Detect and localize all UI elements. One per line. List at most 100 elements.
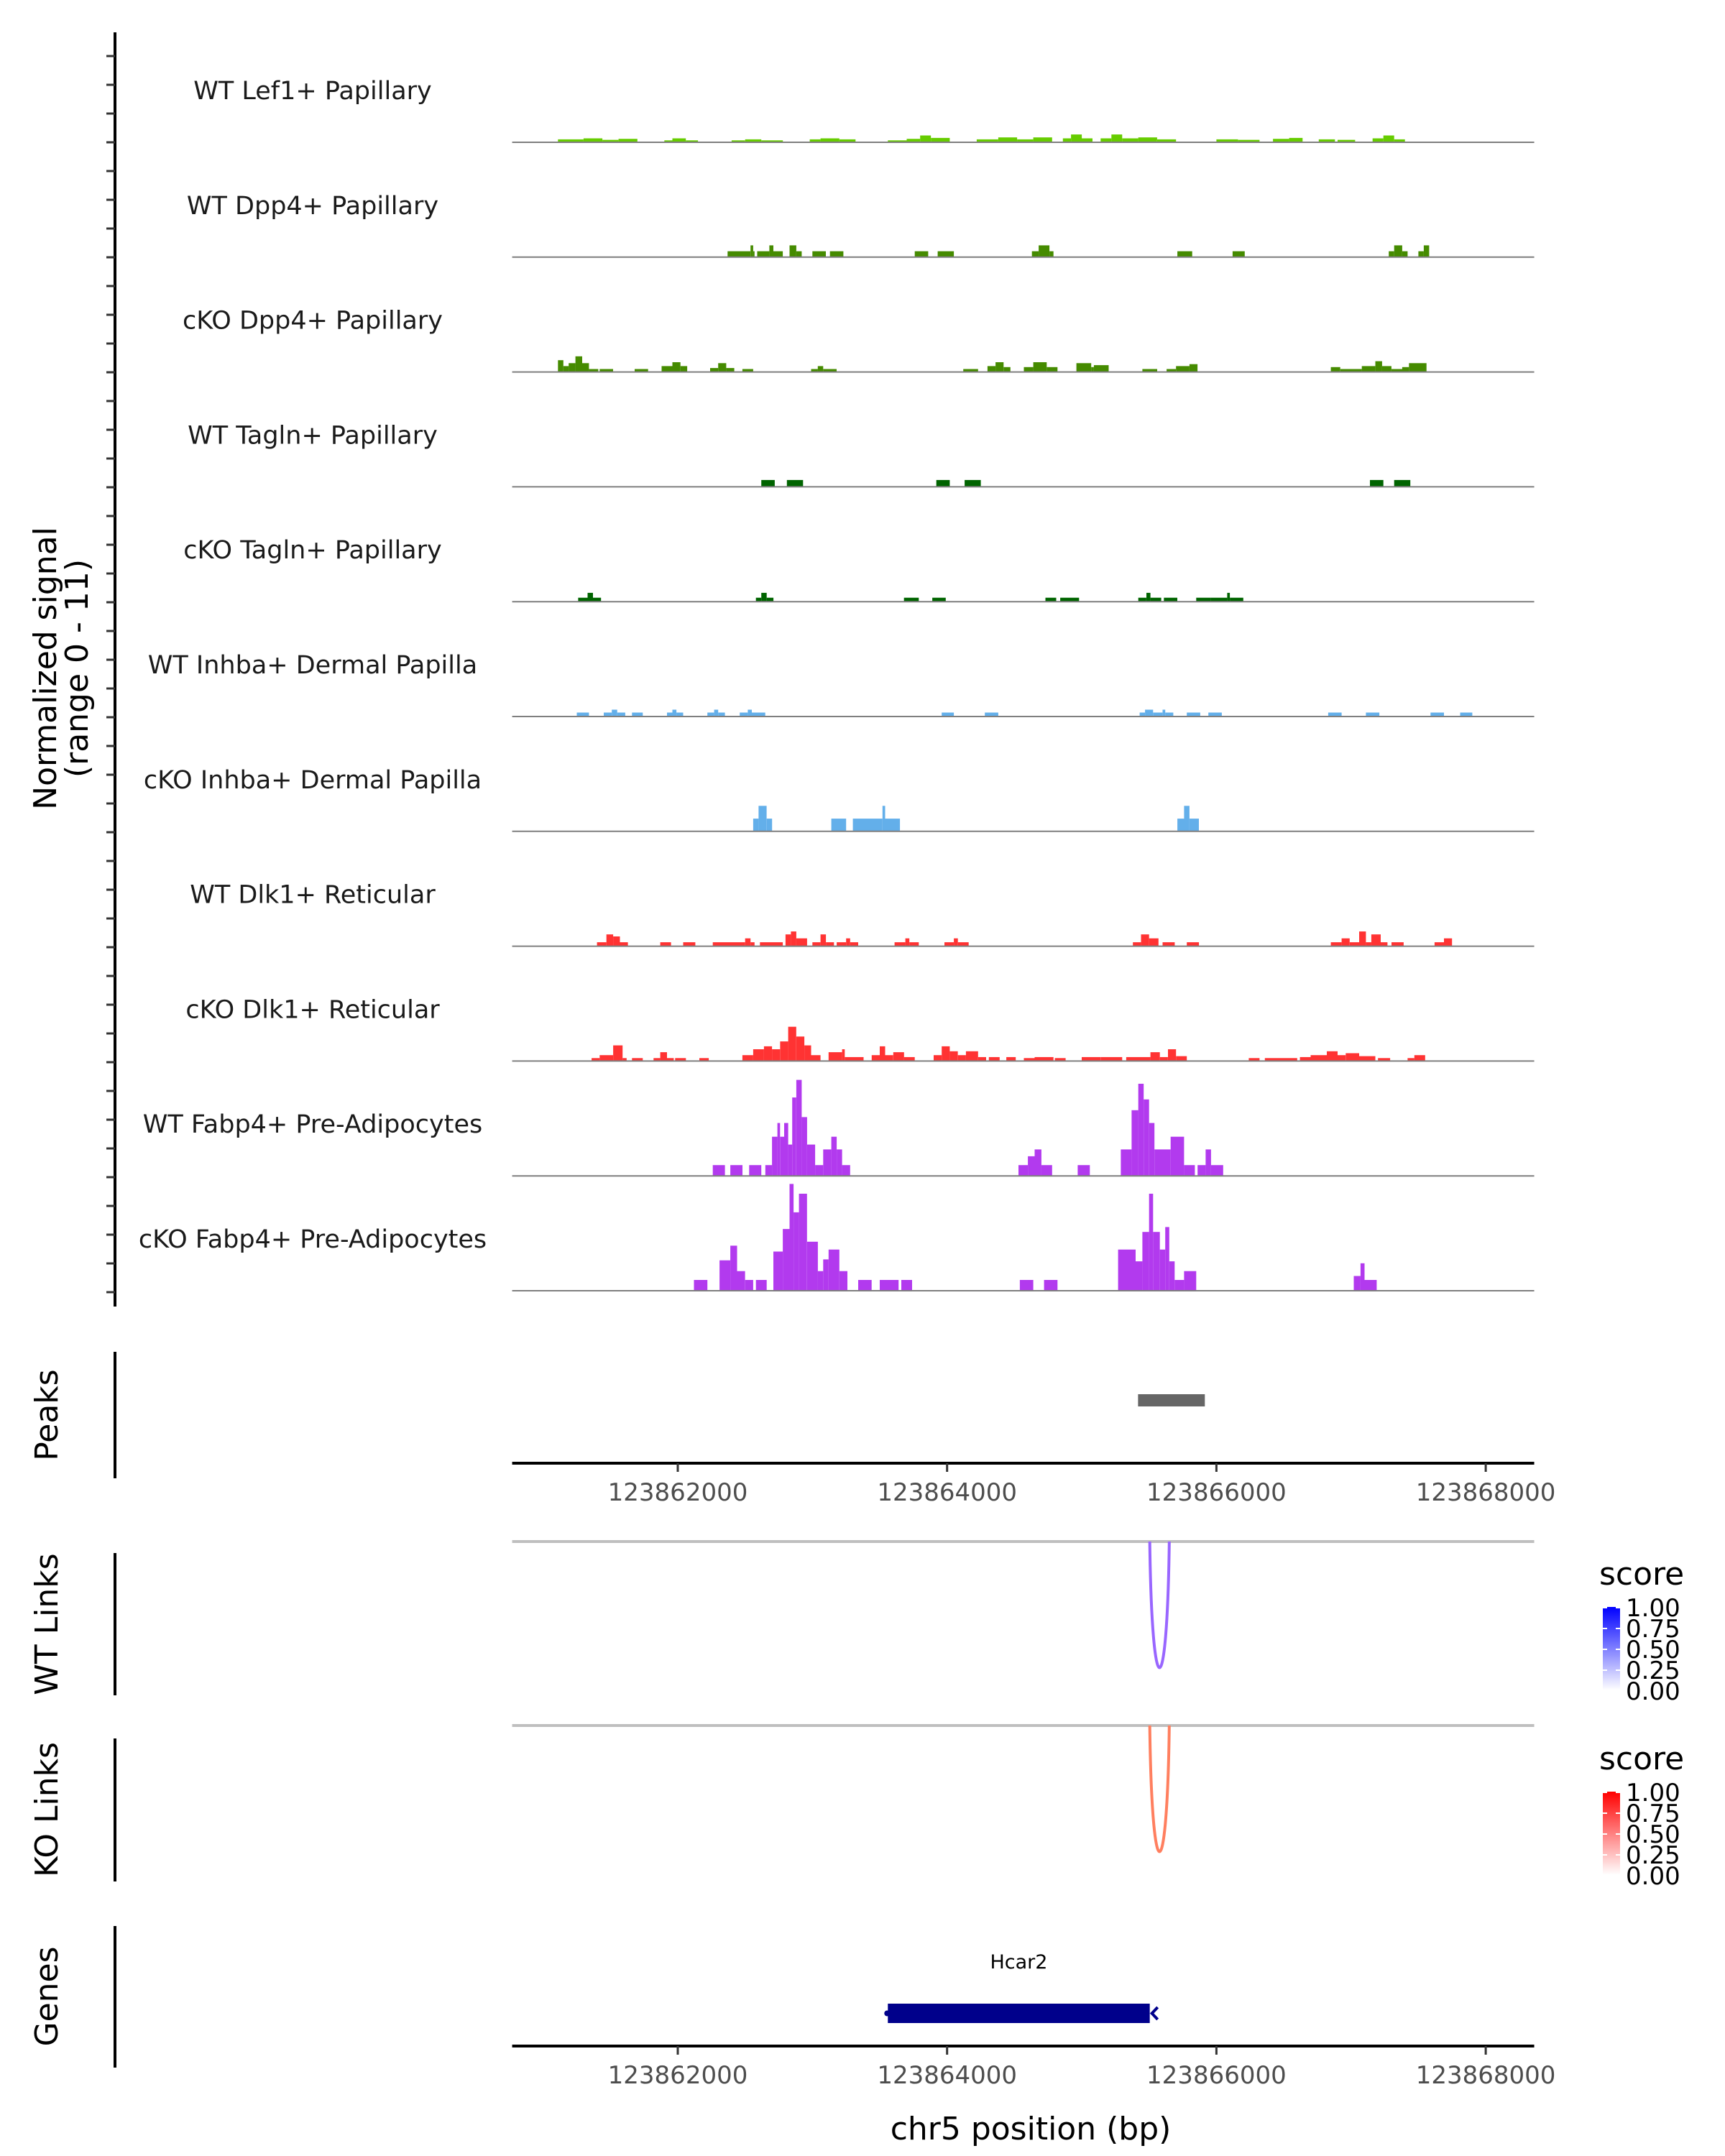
signal-bar: [1381, 366, 1392, 372]
signal-bar: [1060, 597, 1080, 602]
signal-bar: [558, 360, 564, 372]
signal-bar: [1146, 592, 1151, 602]
signal-bar: [618, 139, 638, 142]
x-tick-label: 123864000: [877, 1478, 1017, 1507]
signal-bar: [1318, 139, 1335, 142]
coverage-tracks: WT Lef1+ Papillary WT Dpp4+ Papillary cKO …: [139, 77, 1535, 1291]
signal-bar: [740, 712, 748, 717]
signal-bar: [842, 1165, 850, 1176]
peak-region: [1138, 1394, 1205, 1406]
signal-bar: [718, 363, 727, 372]
signal-bar: [731, 140, 745, 142]
signal-bar: [944, 942, 954, 946]
signal-bar: [1049, 251, 1054, 257]
signal-bar: [942, 1046, 950, 1061]
signal-bar: [1100, 138, 1112, 142]
signal-bar: [1122, 138, 1138, 142]
gene-body: [888, 2004, 1150, 2023]
signal-bar: [773, 251, 783, 257]
signal-bar: [788, 1026, 796, 1061]
signal-bar: [837, 1149, 842, 1176]
signal-bar: [745, 139, 762, 142]
signal-bar: [965, 479, 981, 487]
signal-bar: [755, 1280, 767, 1291]
signal-bar: [613, 936, 620, 946]
signal-bar: [978, 1056, 986, 1061]
signal-bar: [1340, 369, 1362, 372]
signal-bar: [1162, 709, 1166, 717]
signal-bar: [761, 140, 783, 142]
signal-bar: [829, 251, 844, 257]
gene-end-marker: [884, 2010, 891, 2017]
signal-bar: [750, 942, 755, 946]
signal-bar: [765, 1165, 773, 1176]
signal-bar: [1364, 1280, 1377, 1291]
signal-bar: [846, 938, 850, 946]
signal-bar: [789, 1184, 794, 1291]
signal-bar: [780, 1041, 788, 1061]
signal-bar: [1141, 934, 1149, 946]
link-arc: [1148, 1725, 1171, 1853]
signal-bar: [942, 712, 954, 717]
signal-bar: [758, 806, 767, 831]
signal-bar: [1359, 931, 1366, 946]
signal-bar: [1414, 1055, 1425, 1061]
signal-bar: [845, 1056, 864, 1061]
legend-label: 0.25: [1626, 1841, 1680, 1870]
signal-bar: [837, 942, 847, 946]
signal-bar: [1165, 712, 1174, 717]
signal-bar: [963, 369, 978, 372]
signal-bar: [820, 138, 840, 142]
signal-bar: [828, 1052, 842, 1061]
signal-bar: [1273, 139, 1289, 142]
signal-bar: [1230, 597, 1243, 602]
coverage-track: cKO Dlk1+ Reticular: [185, 995, 1535, 1062]
signal-bar: [575, 356, 582, 372]
signal-bar: [914, 251, 929, 257]
signal-bar: [893, 1052, 904, 1061]
signal-bar: [784, 1123, 788, 1176]
ko-links-panel-title: KO Links: [29, 1742, 65, 1877]
signal-bar: [903, 1056, 915, 1061]
signal-bar: [826, 942, 834, 946]
signal-bar: [1138, 137, 1157, 142]
signal-bar: [839, 139, 856, 142]
signal-bar: [583, 138, 603, 142]
signal-bar: [1361, 366, 1376, 372]
signal-bar: [766, 597, 774, 602]
ko-legend-labels: 1.000.750.500.250.00: [1603, 1779, 1680, 1891]
signal-bar: [780, 1136, 784, 1176]
signal-bar: [753, 819, 759, 831]
signal-bar: [1174, 1280, 1184, 1291]
signal-bar: [1006, 1056, 1016, 1061]
signal-bar: [1341, 938, 1350, 946]
signal-bar: [1133, 942, 1141, 946]
signal-bar: [1149, 1194, 1154, 1291]
signal-bar: [777, 1123, 781, 1176]
track-label: cKO Fabp4+ Pre-Adipocytes: [139, 1225, 487, 1254]
legend-label: 0.50: [1626, 1636, 1680, 1664]
signal-bar: [604, 712, 612, 717]
signal-bar: [680, 366, 688, 372]
signal-bar: [694, 1280, 708, 1291]
signal-bar: [742, 1055, 753, 1061]
signal-bar: [699, 1058, 709, 1061]
signal-bar: [599, 1055, 613, 1061]
signal-bar: [587, 592, 593, 602]
signal-bar: [1165, 1227, 1169, 1291]
signal-bar: [788, 1144, 793, 1176]
track-label: WT Dlk1+ Reticular: [190, 881, 436, 910]
signal-bar: [1430, 712, 1444, 717]
signal-bar: [842, 1049, 845, 1061]
signal-bar: [1394, 479, 1411, 487]
signal-bar: [949, 1051, 958, 1061]
signal-bar: [823, 1149, 832, 1176]
coverage-track: WT Fabp4+ Pre-Adipocytes: [143, 1079, 1535, 1177]
legend-label: 0.50: [1626, 1820, 1680, 1849]
signal-bar: [745, 1280, 753, 1291]
signal-bar: [737, 1271, 745, 1291]
signal-bar: [957, 942, 969, 946]
coverage-track: cKO Tagln+ Papillary: [183, 536, 1535, 603]
signal-bar: [1071, 134, 1082, 142]
